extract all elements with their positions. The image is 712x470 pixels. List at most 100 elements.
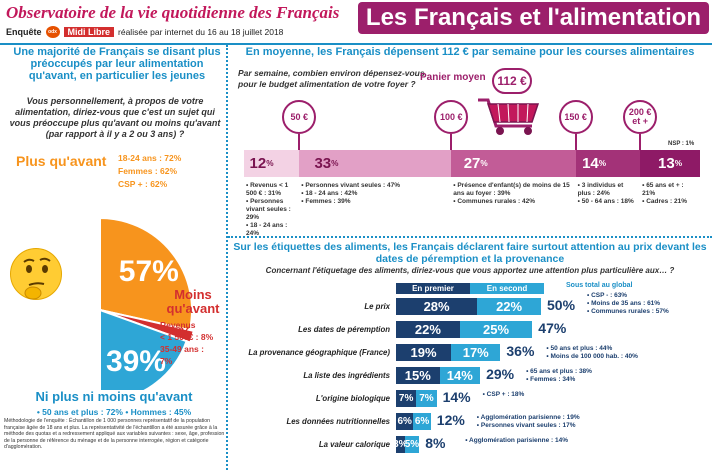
section-divider (228, 236, 712, 238)
budget-note: • Personnes vivant seules : 47% (301, 182, 401, 189)
total-note: • CSP - : 63% (587, 292, 628, 299)
bar-second: 7% (416, 390, 437, 407)
budget-note: • 65 ans et + : 21% (642, 182, 684, 197)
category-label: Les dates de péremption (298, 325, 390, 334)
budget-segment: 33% (299, 150, 452, 177)
moins-details: Revenus < 1 500€ : 8% 35-49 ans : 7% (160, 319, 213, 367)
percent-sign: % (674, 159, 683, 168)
total-notes: • 65 ans et plus : 38% • Femmes : 34% (526, 368, 592, 384)
panier-label: Panier moyen (420, 72, 486, 83)
panier-moyen-label: Panier moyen (420, 72, 486, 83)
odoxa-logo-icon: odx (45, 26, 60, 38)
total-notes: • CSP - : 63% • Moins de 35 ans : 61% • Co… (587, 292, 669, 316)
budget-note: • Communes rurales : 42% (453, 198, 536, 205)
price-threshold: 100 € (434, 100, 469, 134)
budget-segment-value: 27 (463, 155, 481, 172)
category-label: Le prix (364, 302, 390, 311)
budget-segment-value: 13 (658, 155, 675, 172)
bar-first: 19% (396, 344, 452, 361)
total-note: • Agglomération parisienne : 14% (465, 437, 568, 444)
enquete-label: Enquête (6, 27, 42, 37)
percent-sign: % (598, 159, 607, 168)
price-threshold: 50 € (282, 100, 317, 134)
price-threshold: 150 € (558, 100, 593, 134)
total-note: • 65 ans et plus : 38% (526, 368, 592, 375)
threshold-pointer (450, 134, 453, 150)
bar-first: 22% (396, 321, 460, 338)
percent-sign: % (331, 159, 339, 168)
budget-segment-notes: • 3 individus et plus : 24% • 50 - 64 ans… (578, 182, 638, 206)
moins-detail-3: 35-49 ans : (160, 344, 204, 354)
budget-note: • 50 - 64 ans : 18% (577, 198, 634, 205)
bar-total: 12% (436, 412, 465, 428)
bar-first: 7% (396, 390, 417, 407)
total-note: • Agglomération parisienne : 19% (476, 414, 580, 421)
bar-total: 29% (486, 366, 515, 382)
pie-slice-ni-label: 39% (106, 345, 166, 378)
budget-segment-value: 12 (249, 155, 267, 172)
budget-segment: 27% (451, 150, 576, 177)
price-threshold: 200 € et + (623, 100, 658, 134)
category-label: La valeur calorique (318, 440, 390, 449)
budget-note: • 18 - 24 ans : 24% (246, 222, 288, 237)
threshold-pointer (574, 134, 577, 150)
legend-total: Sous total au global (566, 282, 633, 289)
percent-sign: % (480, 159, 488, 168)
total-note: • Moins de 35 ans : 61% (587, 300, 661, 307)
budget-segment-notes: • 65 ans et + : 21% • Cadres : 21% (642, 182, 698, 206)
total-notes: • Agglomération parisienne : 19% • Person… (477, 414, 580, 430)
plus-details: 18-24 ans : 72% Femmes : 62% CSP + : 62% (118, 152, 181, 191)
budget-note: • Personnes vivant seules : 29% (246, 198, 291, 221)
category-label: La provenance géographique (France) (248, 348, 390, 357)
bar-second: 14% (439, 367, 481, 384)
category-label: La liste des ingrédients (303, 371, 390, 380)
bar-second: 22% (477, 298, 541, 315)
labels-question: Concernant l'étiquetage des aliments, di… (265, 266, 675, 275)
bar-total: 47% (538, 320, 567, 336)
budget-segment-notes: • Présence d'enfant(s) de moins de 15 an… (453, 182, 573, 206)
left-headline: Une majorité de Français se disant plus … (13, 46, 221, 82)
total-note: • Femmes : 34% (526, 376, 576, 383)
total-note: • 50 ans et plus : 44% (546, 345, 613, 352)
moins-detail-4: 7% (160, 356, 173, 366)
pie-slice-plus-label: 57% (119, 255, 179, 288)
total-note: • Personnes vivant seules : 17% (476, 422, 576, 429)
total-notes: • Agglomération parisienne : 14% (465, 437, 568, 445)
bar-total: 36% (506, 343, 535, 359)
budget-segment: 14% (575, 150, 641, 177)
bar-first: 15% (396, 367, 440, 384)
legend-first: En premier (396, 283, 470, 294)
pie-slice-plus (99, 216, 193, 332)
legend-second: En second (470, 283, 544, 294)
bar-second: 17% (451, 344, 501, 361)
nsp-label: NSP : 1% (668, 141, 695, 147)
moins-label: Moins qu'avant (166, 287, 220, 316)
plus-label: Plus qu'avant (16, 153, 107, 169)
bar-first: 3% (393, 436, 408, 453)
ni-details: • 50 ans et plus : 72% • Hommes : 45% (36, 407, 192, 417)
total-note: • Moins de 100 000 hab. : 40% (546, 353, 638, 360)
budget-segment-notes: • Revenus < 1 500 € : 31% • Personnes viv… (246, 182, 297, 238)
budget-segment-value: 33 (314, 155, 332, 172)
budget-note: • Revenus < 1 500 € : 31% (246, 182, 289, 197)
budget-question: Par semaine, combien environ dépensez-vo… (238, 68, 425, 89)
methodology-note: Méthodologie de l'enquête : Échantillon … (4, 418, 225, 451)
moins-detail-2: < 1 500€ : 8% (160, 332, 214, 342)
bar-total: 8% (425, 435, 446, 451)
plus-detail-2: Femmes : 62% (118, 166, 178, 176)
budget-segment: 12% (244, 150, 300, 177)
budget-note: • 3 individus et plus : 24% (577, 182, 624, 197)
budget-note: • Femmes : 39% (301, 198, 351, 205)
moins-detail-1: Revenus (160, 320, 196, 330)
left-question: Vous personnellement, à propos de votre … (9, 96, 221, 139)
labels-headline: Sur les étiquettes des aliments, les Fra… (233, 241, 707, 265)
column-divider (226, 45, 228, 470)
bar-total: 50% (547, 297, 576, 313)
category-label: L'origine biologique (315, 394, 390, 403)
bar-second: 6% (413, 413, 431, 430)
threshold-pointer (639, 134, 642, 150)
total-notes: • CSP + : 18% (483, 391, 525, 399)
threshold-pointer (298, 134, 301, 150)
total-note: • Communes rurales : 57% (587, 308, 669, 315)
header-divider (0, 43, 712, 45)
